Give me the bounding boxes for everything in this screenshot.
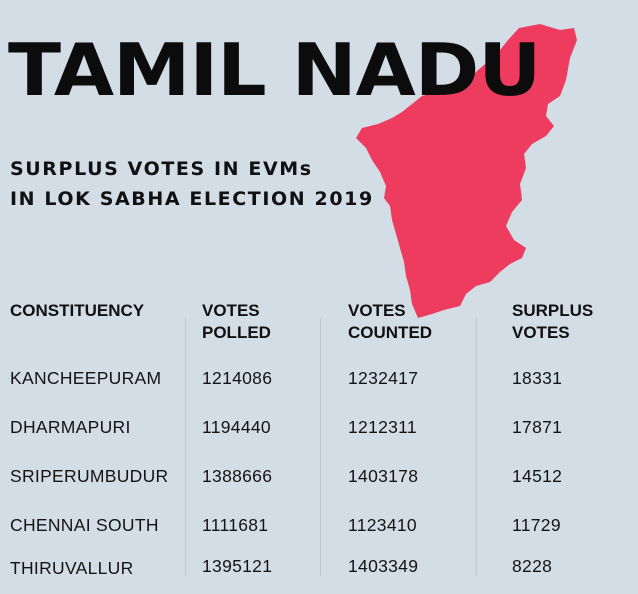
- header-votes-polled: VOTES POLLED: [202, 300, 271, 344]
- surplus-votes-cell: 17871: [512, 417, 563, 437]
- votes-polled-cell: 1395121: [202, 556, 273, 576]
- surplus-votes-cell: 14512: [512, 466, 563, 486]
- header-surplus-votes: SURPLUS VOTES: [512, 300, 593, 344]
- table-row: THIRUVALLUR 1395121 1403349 8228: [0, 556, 638, 580]
- header-votes-counted-line-1: VOTES: [348, 301, 406, 320]
- table-row: KANCHEEPURAM 1214086 1232417 18331: [0, 368, 638, 392]
- header-constituency-line-1: CONSTITUENCY: [10, 301, 145, 320]
- column-divider: [320, 318, 321, 576]
- surplus-votes-cell: 18331: [512, 368, 563, 388]
- header-constituency: CONSTITUENCY: [10, 300, 144, 322]
- table-row: SRIPERUMBUDUR 1388666 1403178 14512: [0, 466, 638, 490]
- constituency-cell: DHARMAPURI: [10, 417, 131, 437]
- votes-polled-cell: 1194440: [202, 417, 271, 437]
- votes-counted-cell: 1403178: [348, 466, 419, 486]
- table-row: CHENNAI SOUTH 1111681 1123410 11729: [0, 515, 638, 539]
- table-row: DHARMAPURI 1194440 1212311 17871: [0, 417, 638, 441]
- votes-counted-cell: 1123410: [348, 515, 417, 535]
- votes-counted-cell: 1403349: [348, 556, 419, 576]
- constituency-cell: CHENNAI SOUTH: [10, 515, 159, 535]
- column-divider: [185, 318, 186, 576]
- constituency-cell: KANCHEEPURAM: [10, 368, 162, 388]
- header-votes-counted-line-2: COUNTED: [348, 323, 433, 342]
- tamil-nadu-map-shape: [356, 24, 577, 318]
- header-votes-polled-line-1: VOTES: [202, 301, 260, 320]
- constituency-cell: SRIPERUMBUDUR: [10, 466, 169, 486]
- votes-polled-cell: 1388666: [202, 466, 273, 486]
- votes-counted-cell: 1232417: [348, 368, 419, 388]
- header-surplus-votes-line-2: VOTES: [512, 323, 570, 342]
- subtitle-line-2: IN LOK SABHA ELECTION 2019: [10, 188, 374, 210]
- header-surplus-votes-line-1: SURPLUS: [512, 301, 594, 320]
- page-title: TAMIL NADU: [8, 28, 541, 112]
- votes-polled-cell: 1214086: [202, 368, 273, 388]
- surplus-votes-cell: 8228: [512, 556, 553, 576]
- subtitle-line-1: SURPLUS VOTES IN EVMs: [10, 158, 313, 180]
- header-votes-polled-line-2: POLLED: [202, 323, 271, 342]
- votes-counted-cell: 1212311: [348, 417, 417, 437]
- header-votes-counted: VOTES COUNTED: [348, 300, 432, 344]
- surplus-votes-cell: 11729: [512, 515, 561, 535]
- subtitle: SURPLUS VOTES IN EVMs IN LOK SABHA ELECT…: [10, 154, 374, 214]
- column-divider: [476, 318, 477, 576]
- votes-polled-cell: 1111681: [202, 515, 269, 535]
- constituency-cell: THIRUVALLUR: [10, 558, 134, 578]
